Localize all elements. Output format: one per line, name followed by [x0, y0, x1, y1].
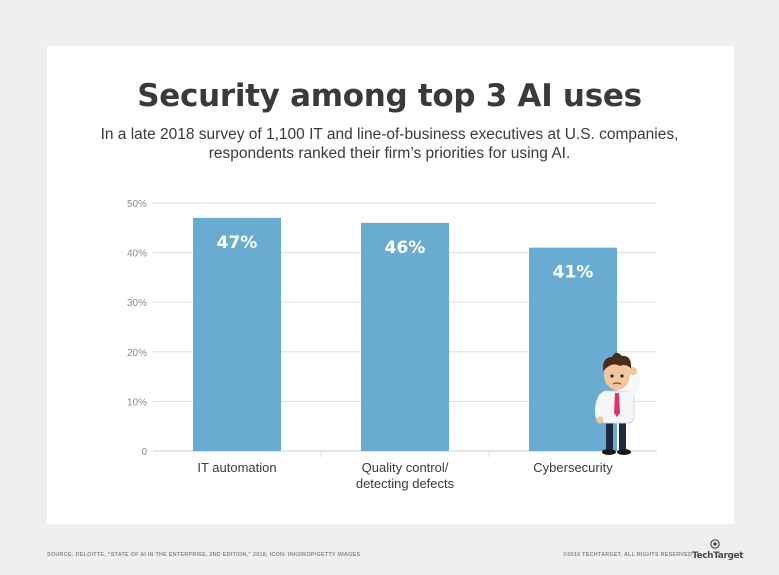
subtitle-line-2: respondents ranked their firm’s prioriti…: [208, 145, 571, 162]
logo-text: TechTarget: [692, 551, 744, 561]
category-label: detecting defects: [356, 476, 455, 491]
confused-businessman-icon: [594, 352, 641, 455]
techtarget-logo: TechTarget: [692, 539, 744, 565]
y-tick-label: 10%: [127, 397, 147, 408]
y-axis-ticks: 0 10% 20% 30% 40% 50%: [127, 199, 147, 458]
category-label: Cybersecurity: [533, 460, 613, 475]
x-axis-categories: IT automation Quality control/detecting d…: [197, 460, 613, 491]
bar-value-label: 47%: [217, 233, 258, 253]
y-tick-label: 40%: [127, 249, 147, 260]
bar-value-label: 46%: [385, 238, 426, 258]
chart-subtitle: In a late 2018 survey of 1,100 IT and li…: [100, 125, 679, 163]
bar: [361, 222, 449, 451]
y-tick-label: 30%: [127, 298, 147, 309]
subtitle-line-1: In a late 2018 survey of 1,100 IT and li…: [100, 126, 679, 143]
eye-icon: [710, 539, 720, 549]
chart-title: Security among top 3 AI uses: [137, 78, 642, 114]
bar: [193, 217, 281, 451]
y-tick-label: 20%: [127, 348, 147, 359]
value-labels: 47% 46% 41%: [217, 233, 594, 283]
copyright-note: ©2019 TECHTARGET. ALL RIGHTS RESERVED: [563, 552, 693, 558]
category-label: IT automation: [197, 460, 276, 475]
bars: [193, 217, 617, 451]
y-tick-label: 50%: [127, 199, 147, 210]
category-label: Quality control/: [362, 460, 449, 475]
bar-value-label: 41%: [553, 263, 594, 283]
y-tick-label: 0: [141, 447, 147, 458]
source-note: SOURCE: DELOITTE, “STATE OF AI IN THE EN…: [47, 552, 361, 558]
